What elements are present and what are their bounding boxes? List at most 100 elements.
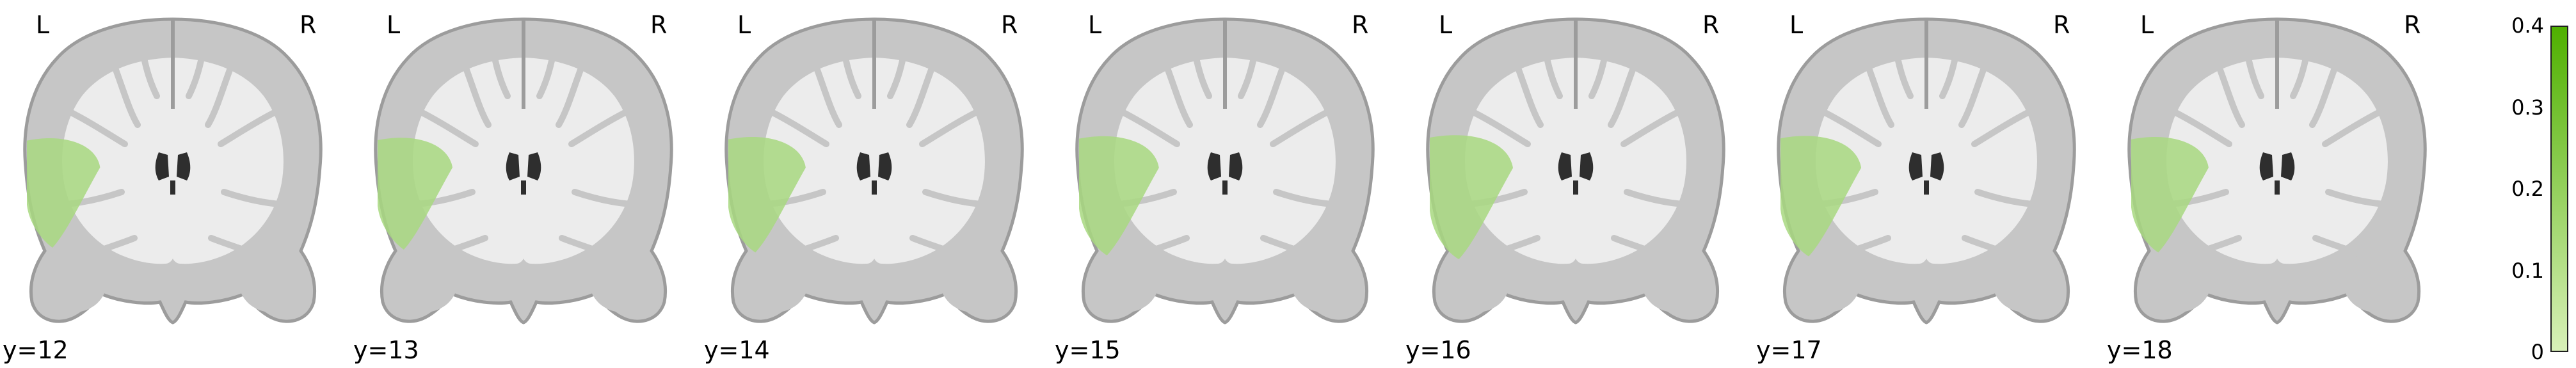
sulcus-line: [1971, 106, 2038, 147]
sulcus-line: [218, 106, 285, 147]
brain-white-matter: [62, 58, 284, 264]
brain-slice-image: [374, 17, 673, 324]
brain-white-matter: [2166, 58, 2388, 264]
activation-overlay: [1430, 135, 1513, 259]
brain-white-matter: [413, 58, 634, 264]
colorbar-tick-label: 0.4: [2511, 13, 2544, 38]
right-temporal-lobe: [239, 251, 305, 312]
left-temporal-lobe: [1092, 251, 1159, 312]
sulcus-line: [568, 106, 636, 147]
brain-white-matter: [764, 58, 985, 264]
brain-slice-image: [1075, 17, 1375, 324]
sulcus-line: [919, 106, 986, 147]
right-orientation-label: R: [2404, 11, 2421, 39]
sulcus-line: [839, 35, 861, 99]
brain-white-matter: [1816, 58, 2037, 264]
right-ventricle: [1930, 152, 1944, 180]
third-ventricle: [1573, 180, 1578, 195]
right-ventricle: [1229, 152, 1243, 180]
sulcus-line: [2325, 189, 2402, 208]
sulcus-line: [922, 189, 999, 208]
right-temporal-lobe: [2343, 251, 2410, 312]
sulcus-line: [1113, 106, 1180, 147]
colorbar-tick-label: 0.1: [2511, 258, 2544, 283]
sulcus-line: [2184, 235, 2242, 259]
third-ventricle: [1222, 180, 1228, 195]
left-orientation-label: L: [1789, 11, 1804, 39]
activation-overlay: [1079, 136, 1159, 255]
right-orientation-label: R: [1702, 11, 1720, 39]
sulcus-line: [2242, 35, 2264, 99]
brain-slice-image: [1777, 17, 2076, 324]
colorbar-tick-label: 0.2: [2511, 177, 2544, 201]
left-orientation-label: L: [1088, 11, 1102, 39]
sulcus-line: [221, 189, 298, 208]
sulcus-line: [1132, 235, 1190, 259]
sulcus-line: [1257, 48, 1292, 128]
sulcus-line: [205, 48, 240, 128]
left-orientation-label: L: [387, 11, 401, 39]
sulcus-line: [762, 106, 829, 147]
left-orientation-label: L: [737, 11, 751, 39]
sulcus-line: [1958, 48, 1994, 128]
brain-slice-image: [724, 17, 1024, 324]
third-ventricle: [2275, 180, 2280, 195]
sulcus-line: [1238, 35, 1260, 99]
third-ventricle: [872, 180, 877, 195]
colorbar-tick-label: 0: [2531, 340, 2544, 364]
sulcus-line: [572, 189, 648, 208]
activation-overlay: [1780, 136, 1862, 257]
sulcus-line: [556, 48, 591, 128]
slice-coordinate-label: y=14: [704, 336, 770, 364]
activation-overlay: [2131, 137, 2209, 253]
sulcus-line: [1611, 235, 1668, 259]
sulcus-line: [106, 48, 141, 128]
sulcus-line: [1962, 235, 2019, 259]
sulcus-line: [1608, 48, 1643, 128]
right-orientation-label: R: [2053, 11, 2070, 39]
slice-coordinate-label: y=13: [353, 336, 419, 364]
right-orientation-label: R: [1352, 11, 1369, 39]
sulcus-line: [909, 235, 967, 259]
sulcus-line: [431, 235, 488, 259]
right-temporal-lobe: [1642, 251, 1708, 312]
left-ventricle: [1908, 152, 1923, 180]
third-ventricle: [521, 180, 526, 195]
sulcus-line: [1620, 106, 1688, 147]
slice-coordinate-label: y=12: [3, 336, 68, 364]
right-ventricle: [527, 152, 541, 180]
colorbar: 0 0.1 0.2 0.3 0.4: [2483, 0, 2576, 368]
left-ventricle: [2259, 152, 2273, 180]
right-ventricle: [1580, 152, 1594, 180]
sulcus-line: [80, 235, 138, 259]
right-orientation-label: R: [300, 11, 317, 39]
sulcus-line: [138, 35, 160, 99]
sulcus-line: [1834, 235, 1891, 259]
sulcus-line: [781, 235, 839, 259]
left-ventricle: [1207, 152, 1221, 180]
sulcus-line: [2312, 235, 2370, 259]
third-ventricle: [170, 180, 175, 195]
sulcus-line: [1891, 35, 1914, 99]
sulcus-line: [1464, 106, 1531, 147]
right-orientation-label: R: [650, 11, 668, 39]
right-temporal-lobe: [589, 251, 656, 312]
sulcus-line: [1540, 35, 1563, 99]
brain-white-matter: [1465, 58, 1686, 264]
sulcus-line: [1483, 235, 1540, 259]
sulcus-line: [1270, 106, 1337, 147]
sulcus-line: [488, 35, 511, 99]
sulcus-line: [887, 35, 909, 99]
left-ventricle: [856, 152, 870, 180]
sulcus-line: [1588, 35, 1611, 99]
left-temporal-lobe: [1794, 251, 1860, 312]
activation-overlay: [728, 137, 806, 253]
colorbar-tick-label: 0.3: [2511, 95, 2544, 120]
activation-overlay: [27, 138, 100, 248]
sulcus-line: [1190, 35, 1212, 99]
